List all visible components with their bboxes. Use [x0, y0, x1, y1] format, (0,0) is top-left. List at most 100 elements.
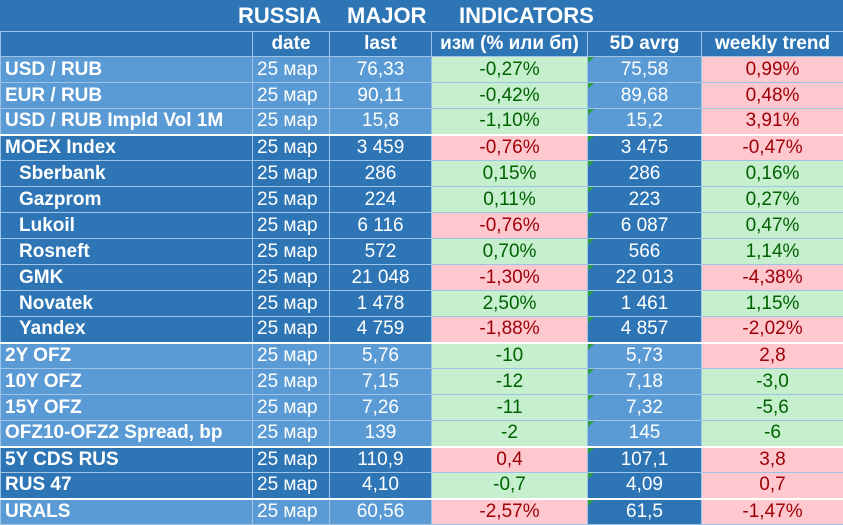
- row-date: 25 мар: [253, 447, 330, 473]
- row-name: 2Y OFZ: [1, 343, 253, 369]
- row-date: 25 мар: [253, 213, 330, 239]
- row-change: -0,76%: [432, 135, 588, 161]
- row-last: 3 459: [330, 135, 432, 161]
- row-5d-avg: 7,18: [588, 369, 702, 395]
- row-date: 25 мар: [253, 57, 330, 83]
- row-change: -1,88%: [432, 317, 588, 343]
- row-5d-avg: 7,32: [588, 395, 702, 421]
- row-weekly-trend: -4,38%: [702, 265, 843, 291]
- row-change: 0,70%: [432, 239, 588, 265]
- row-weekly-trend: 3,8: [702, 447, 843, 473]
- row-last: 76,33: [330, 57, 432, 83]
- row-last: 4,10: [330, 473, 432, 499]
- row-last: 7,15: [330, 369, 432, 395]
- row-name: 15Y OFZ: [1, 395, 253, 421]
- row-name: 10Y OFZ: [1, 369, 253, 395]
- row-weekly-trend: -1,47%: [702, 499, 843, 525]
- row-5d-avg: 286: [588, 161, 702, 187]
- row-change: -0,27%: [432, 57, 588, 83]
- row-last: 1 478: [330, 291, 432, 317]
- row-date: 25 мар: [253, 161, 330, 187]
- row-last: 4 759: [330, 317, 432, 343]
- row-weekly-trend: 0,27%: [702, 187, 843, 213]
- row-date: 25 мар: [253, 473, 330, 499]
- row-name: MOEX Index: [1, 135, 253, 161]
- row-5d-avg: 75,58: [588, 57, 702, 83]
- header-weekly-trend: weekly trend: [702, 32, 843, 57]
- row-name: 5Y CDS RUS: [1, 447, 253, 473]
- row-5d-avg: 107,1: [588, 447, 702, 473]
- title-word-1: RUSSIA: [238, 3, 321, 29]
- row-name: OFZ10-OFZ2 Spread, bp: [1, 421, 253, 447]
- row-5d-avg: 15,2: [588, 109, 702, 135]
- row-last: 5,76: [330, 343, 432, 369]
- row-date: 25 мар: [253, 369, 330, 395]
- row-date: 25 мар: [253, 239, 330, 265]
- row-change: -2: [432, 421, 588, 447]
- row-5d-avg: 1 461: [588, 291, 702, 317]
- row-weekly-trend: -3,0: [702, 369, 843, 395]
- title-word-2: MAJOR: [347, 3, 426, 29]
- row-name: URALS: [1, 499, 253, 525]
- row-date: 25 мар: [253, 291, 330, 317]
- row-last: 60,56: [330, 499, 432, 525]
- row-change: -1,10%: [432, 109, 588, 135]
- row-date: 25 мар: [253, 499, 330, 525]
- row-weekly-trend: -2,02%: [702, 317, 843, 343]
- row-last: 6 116: [330, 213, 432, 239]
- row-last: 572: [330, 239, 432, 265]
- row-change: -11: [432, 395, 588, 421]
- row-5d-avg: 6 087: [588, 213, 702, 239]
- row-5d-avg: 4 857: [588, 317, 702, 343]
- row-weekly-trend: 0,48%: [702, 83, 843, 109]
- row-5d-avg: 5,73: [588, 343, 702, 369]
- row-5d-avg: 145: [588, 421, 702, 447]
- row-date: 25 мар: [253, 187, 330, 213]
- row-change: 0,4: [432, 447, 588, 473]
- title-bar: RUSSIA MAJOR INDICATORS: [0, 0, 843, 31]
- row-weekly-trend: 1,15%: [702, 291, 843, 317]
- header-5d-avg: 5D avrg: [588, 32, 702, 57]
- row-name: RUS 47: [1, 473, 253, 499]
- row-name: Sberbank: [1, 161, 253, 187]
- row-date: 25 мар: [253, 109, 330, 135]
- row-date: 25 мар: [253, 395, 330, 421]
- row-change: 2,50%: [432, 291, 588, 317]
- row-date: 25 мар: [253, 343, 330, 369]
- header-name: [1, 32, 253, 57]
- row-weekly-trend: -6: [702, 421, 843, 447]
- row-weekly-trend: -0,47%: [702, 135, 843, 161]
- row-change: -1,30%: [432, 265, 588, 291]
- row-change: -2,57%: [432, 499, 588, 525]
- row-weekly-trend: 3,91%: [702, 109, 843, 135]
- row-weekly-trend: 0,7: [702, 473, 843, 499]
- row-weekly-trend: 2,8: [702, 343, 843, 369]
- row-last: 90,11: [330, 83, 432, 109]
- row-change: -0,76%: [432, 213, 588, 239]
- row-weekly-trend: 0,16%: [702, 161, 843, 187]
- row-weekly-trend: -5,6: [702, 395, 843, 421]
- row-change: 0,15%: [432, 161, 588, 187]
- row-change: -0,7: [432, 473, 588, 499]
- row-date: 25 мар: [253, 135, 330, 161]
- row-name: USD / RUB: [1, 57, 253, 83]
- row-change: -12: [432, 369, 588, 395]
- indicators-table: date last изм (% или бп) 5D avrg weekly …: [0, 31, 843, 525]
- row-name: Lukoil: [1, 213, 253, 239]
- header-row: date last изм (% или бп) 5D avrg weekly …: [1, 32, 843, 57]
- row-5d-avg: 566: [588, 239, 702, 265]
- row-5d-avg: 22 013: [588, 265, 702, 291]
- row-last: 15,8: [330, 109, 432, 135]
